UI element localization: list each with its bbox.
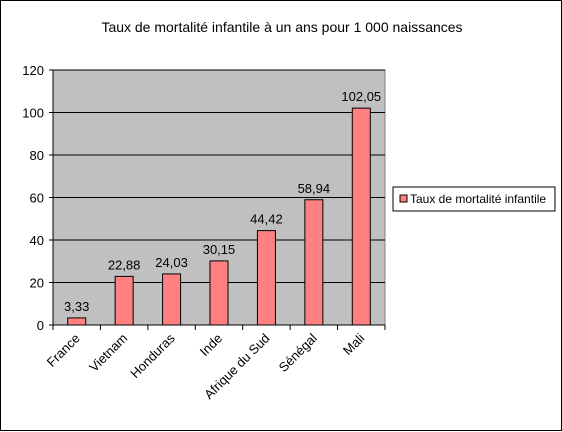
chart-title: Taux de mortalité infantile à un ans pou…	[101, 19, 462, 35]
bar-value-label: 30,15	[203, 242, 236, 257]
bar-value-label: 3,33	[64, 299, 89, 314]
legend-label: Taux de mortalité infantile	[410, 192, 546, 206]
x-category-label: Honduras	[127, 330, 178, 381]
bar-value-label: 24,03	[155, 255, 188, 270]
x-category-label: Inde	[197, 331, 226, 360]
y-tick-label: 20	[30, 276, 44, 291]
bar-value-label: 22,88	[108, 257, 141, 272]
y-tick-label: 0	[37, 318, 44, 333]
bar	[351, 107, 371, 326]
bar-series: 3,33 22,88 24,03 30,15 44,42 58,94 102,05	[64, 89, 381, 326]
legend: Taux de mortalité infantile	[392, 186, 556, 212]
bar-value-label: 58,94	[298, 181, 331, 196]
bar	[162, 273, 182, 326]
bar	[304, 199, 324, 326]
x-category-label: Mali	[340, 330, 368, 358]
bar	[209, 260, 229, 326]
legend-box	[392, 186, 556, 212]
bar	[114, 275, 134, 326]
y-tick-label: 40	[30, 233, 44, 248]
y-tick-label: 120	[22, 63, 44, 78]
x-category-label: France	[44, 331, 83, 370]
bar-value-label: 102,05	[341, 89, 381, 104]
x-category-label: Vietnam	[86, 331, 130, 375]
bar-value-label: 44,42	[250, 212, 283, 227]
bar	[67, 317, 87, 326]
bar	[256, 230, 276, 326]
y-tick-label: 100	[22, 106, 44, 121]
y-axis: 0 20 40 60 80 100 120	[22, 63, 54, 333]
x-category-label: Sénégal	[276, 330, 320, 374]
y-tick-label: 80	[30, 148, 44, 163]
legend-swatch	[399, 194, 408, 203]
y-tick-label: 60	[30, 191, 44, 206]
